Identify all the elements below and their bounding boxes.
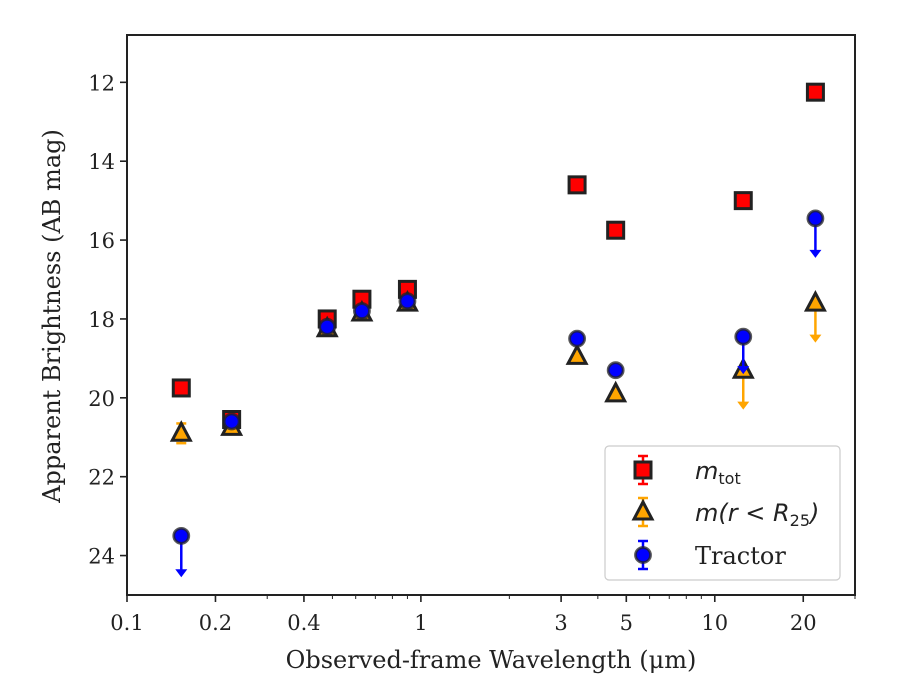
x-tick-label: 10 <box>701 611 728 635</box>
mr25-point <box>803 289 827 312</box>
y-tick-label: 18 <box>88 308 115 332</box>
y-tick-label: 20 <box>88 387 115 411</box>
tractor-point <box>172 526 191 545</box>
x-tick-label: 0.1 <box>110 611 143 635</box>
x-tick-label: 1 <box>414 611 427 635</box>
legend-label-mtot: mtot <box>695 457 741 488</box>
mtot-point <box>567 175 587 195</box>
y-tick-label: 14 <box>88 150 115 174</box>
upper-limit-arrowhead <box>737 401 750 410</box>
axes: 0.1 0.2 0.4 1 3 5 10 20 12 14 16 18 20 22 24 <box>88 34 856 635</box>
upper-limit-arrowhead <box>175 569 188 578</box>
mtot-point <box>171 378 191 398</box>
tractor-point <box>353 302 371 320</box>
legend: mtot m(r < R25) Tractor <box>604 445 841 581</box>
y-tick-label: 24 <box>88 545 115 569</box>
y-axis-label: Apparent Brightness (AB mag) <box>38 129 66 504</box>
legend-marker-tractor <box>634 546 652 564</box>
x-axis-label: Observed-frame Wavelength (μm) <box>286 646 697 674</box>
legend-marker-mtot <box>633 460 653 480</box>
tractor-point <box>734 327 753 346</box>
tractor-point <box>568 329 586 348</box>
x-tick-label: 20 <box>790 611 817 635</box>
legend-marker-mr25 <box>631 498 655 521</box>
mtot-point <box>805 82 825 102</box>
mr25-point <box>565 343 589 365</box>
x-tick-label: 5 <box>620 611 633 635</box>
x-tick-label: 3 <box>554 611 567 635</box>
x-tick-label: 0.4 <box>287 611 320 635</box>
mtot-point <box>733 191 753 211</box>
x-tick-label: 0.2 <box>199 611 232 635</box>
legend-item-mr25: m(r < R25) <box>631 496 819 530</box>
legend-box <box>604 445 841 581</box>
y-tick-label: 16 <box>88 229 115 253</box>
y-tick-label: 12 <box>88 71 115 95</box>
y-tick-label: 22 <box>88 466 115 490</box>
tractor-point <box>398 292 417 311</box>
upper-limit-arrowhead <box>737 366 750 375</box>
tractor-point <box>806 209 825 228</box>
data-marks <box>169 82 827 578</box>
upper-limit-arrowhead <box>809 334 822 343</box>
tractor-series <box>172 209 825 578</box>
plot-frame <box>126 34 856 596</box>
upper-limit-arrowhead <box>809 249 822 258</box>
legend-item-tractor: Tractor <box>634 539 786 571</box>
tractor-point <box>318 317 337 336</box>
legend-label-tractor: Tractor <box>695 542 786 570</box>
legend-item-mtot: mtot <box>633 454 741 488</box>
mr25-point <box>169 420 193 442</box>
mr25-point <box>604 380 628 403</box>
mtot-point <box>606 220 626 240</box>
tractor-point <box>606 361 625 380</box>
tractor-point <box>222 412 241 431</box>
legend-label-mr25: m(r < R25) <box>695 499 819 530</box>
